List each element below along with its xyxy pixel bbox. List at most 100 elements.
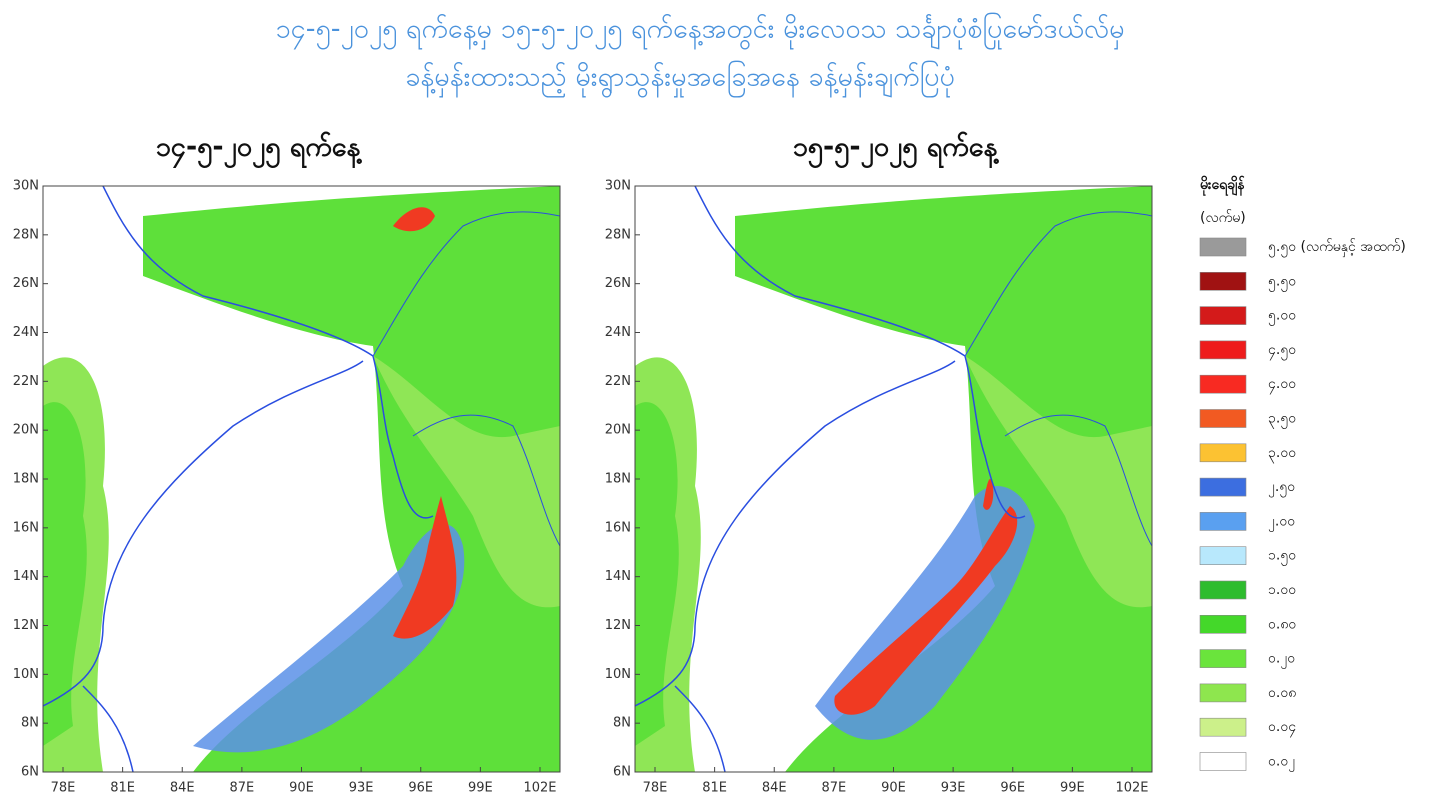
legend-swatch [1199, 237, 1247, 257]
rain-area [143, 186, 560, 772]
y-tick-label: 10N [13, 667, 39, 682]
x-tick-label: 81E [702, 781, 727, 796]
heavy-rain [834, 506, 1018, 715]
legend-label: ၂.၀၀ [1268, 513, 1295, 531]
legend-swatch [1199, 443, 1247, 463]
legend-swatch [1199, 409, 1247, 428]
legend-label: ၁.၅၀ [1268, 548, 1296, 566]
legend-label: ၃.၀၀ [1268, 445, 1296, 463]
legend-swatch [1199, 649, 1247, 668]
y-tick-label: 20N [13, 423, 39, 438]
x-tick-label: 90E [289, 781, 314, 796]
x-tick-label: 102E [523, 781, 556, 796]
y-tick-label: 8N [613, 716, 631, 731]
border [964, 211, 1152, 547]
title-line: ၁၄-၅-၂၀၂၅ ရက်နေ့မှ ၁၅-၅-၂၀၂၅ ရက်နေ့အတွင်… [275, 12, 1124, 50]
legend-unit: (လက်မ) [1200, 210, 1246, 226]
rain-area [635, 402, 679, 746]
rain-band [193, 524, 465, 753]
y-tick-label: 22N [13, 374, 39, 389]
panel-title: ၁၅-၅-၂၀၂၅ ရက်နေ့ [793, 132, 999, 169]
rain-area [43, 402, 87, 746]
y-tick-label: 14N [13, 569, 39, 584]
legend-label: ၀.၀၂ [1268, 754, 1295, 772]
map-field [635, 186, 1152, 772]
heavy-rain [393, 496, 457, 639]
map: 78E 81E 84E 87E 90E 93E 96E 99E 102E 30N 28N 26N 24N… [13, 179, 561, 796]
y-tick-label: 6N [613, 765, 631, 780]
y-tick-label: 8N [21, 716, 39, 731]
y-tick-label: 18N [605, 472, 631, 487]
map-field [43, 186, 560, 772]
x-tick-label: 81E [110, 781, 135, 796]
rain-area [965, 356, 1152, 608]
legend-label: ၀.၀၈ [1268, 685, 1296, 701]
heavy-rain [983, 478, 994, 510]
legend-label: ၄.၀၀ [1268, 376, 1296, 394]
legend-swatch [1199, 306, 1247, 325]
x-tick-label: 78E [643, 781, 668, 796]
x-tick-label: 96E [1000, 781, 1025, 796]
y-tick-label: 16N [605, 520, 631, 535]
legend-swatch [1199, 614, 1247, 634]
y-tick-label: 26N [605, 276, 631, 291]
legend-label: ၄.၅၀ [1268, 342, 1296, 360]
coastline [43, 186, 434, 772]
rain-area [373, 356, 560, 608]
legend-label: ၀.၂၀ [1268, 651, 1295, 669]
y-tick-label: 6N [21, 765, 39, 780]
legend-label: ၀.၈၀ [1268, 616, 1296, 632]
x-tick-label: 102E [1115, 781, 1148, 796]
y-tick-label: 12N [605, 618, 631, 633]
legend-label: ၀.၀၄ [1268, 719, 1296, 737]
legend-swatch [1199, 580, 1247, 600]
legend-swatch [1199, 340, 1247, 360]
x-tick-label: 93E [349, 781, 374, 796]
legend-swatch [1199, 752, 1247, 771]
heavy-rain [393, 207, 435, 232]
x-tick-label: 99E [468, 781, 493, 796]
legend-label: ၅.၀၀ [1268, 308, 1296, 326]
rain-area [735, 186, 1152, 772]
legend-swatch [1199, 512, 1247, 531]
map: 78E 81E 84E 87E 90E 93E 96E 99E 102E 30N 28N 26N 24N… [605, 179, 1153, 796]
x-tick-label: 93E [941, 781, 966, 796]
legend-label: ၅.၅၀ [1268, 273, 1296, 291]
y-tick-label: 10N [605, 667, 631, 682]
x-tick-label: 87E [821, 781, 846, 796]
y-tick-label: 28N [605, 227, 631, 242]
y-tick-label: 24N [13, 325, 39, 340]
legend-swatch [1199, 271, 1247, 291]
y-tick-label: 14N [605, 569, 631, 584]
x-tick-label: 99E [1060, 781, 1085, 796]
x-tick-label: 96E [408, 781, 433, 796]
y-tick-label: 22N [605, 374, 631, 389]
title-line: ခန့်မှန်းထားသည့် မိုးရွာသွန်းမှုအခြေအနေ … [405, 60, 955, 98]
legend-label: ၃.၅၀ [1268, 411, 1296, 429]
legend-swatch [1199, 546, 1247, 566]
legend-swatch [1199, 374, 1247, 394]
legend-label: ၁.၀၀ [1268, 582, 1296, 598]
y-tick-label: 12N [13, 618, 39, 633]
y-tick-label: 18N [13, 472, 39, 487]
legend-swatch [1199, 683, 1247, 703]
panel-title: ၁၄-၅-၂၀၂၅ ရက်နေ့ [156, 132, 362, 169]
legend-label: ၂.၅၀ [1268, 479, 1295, 497]
x-tick-label: 84E [170, 781, 195, 796]
coastline [635, 186, 1026, 772]
legend-swatch [1199, 477, 1247, 497]
y-tick-label: 26N [13, 276, 39, 291]
legend-swatch [1199, 717, 1247, 737]
y-tick-label: 16N [13, 520, 39, 535]
x-tick-label: 90E [881, 781, 906, 796]
y-tick-label: 20N [605, 423, 631, 438]
x-tick-label: 78E [51, 781, 76, 796]
y-tick-label: 30N [605, 179, 631, 194]
legend-title: မိုးရေချိန် [1200, 176, 1245, 196]
y-tick-label: 24N [605, 325, 631, 340]
x-tick-label: 84E [762, 781, 787, 796]
border [372, 211, 560, 547]
legend-label: ၅.၅၀ (လက်မနှင့် အထက်) [1268, 239, 1406, 257]
y-tick-label: 28N [13, 227, 39, 242]
